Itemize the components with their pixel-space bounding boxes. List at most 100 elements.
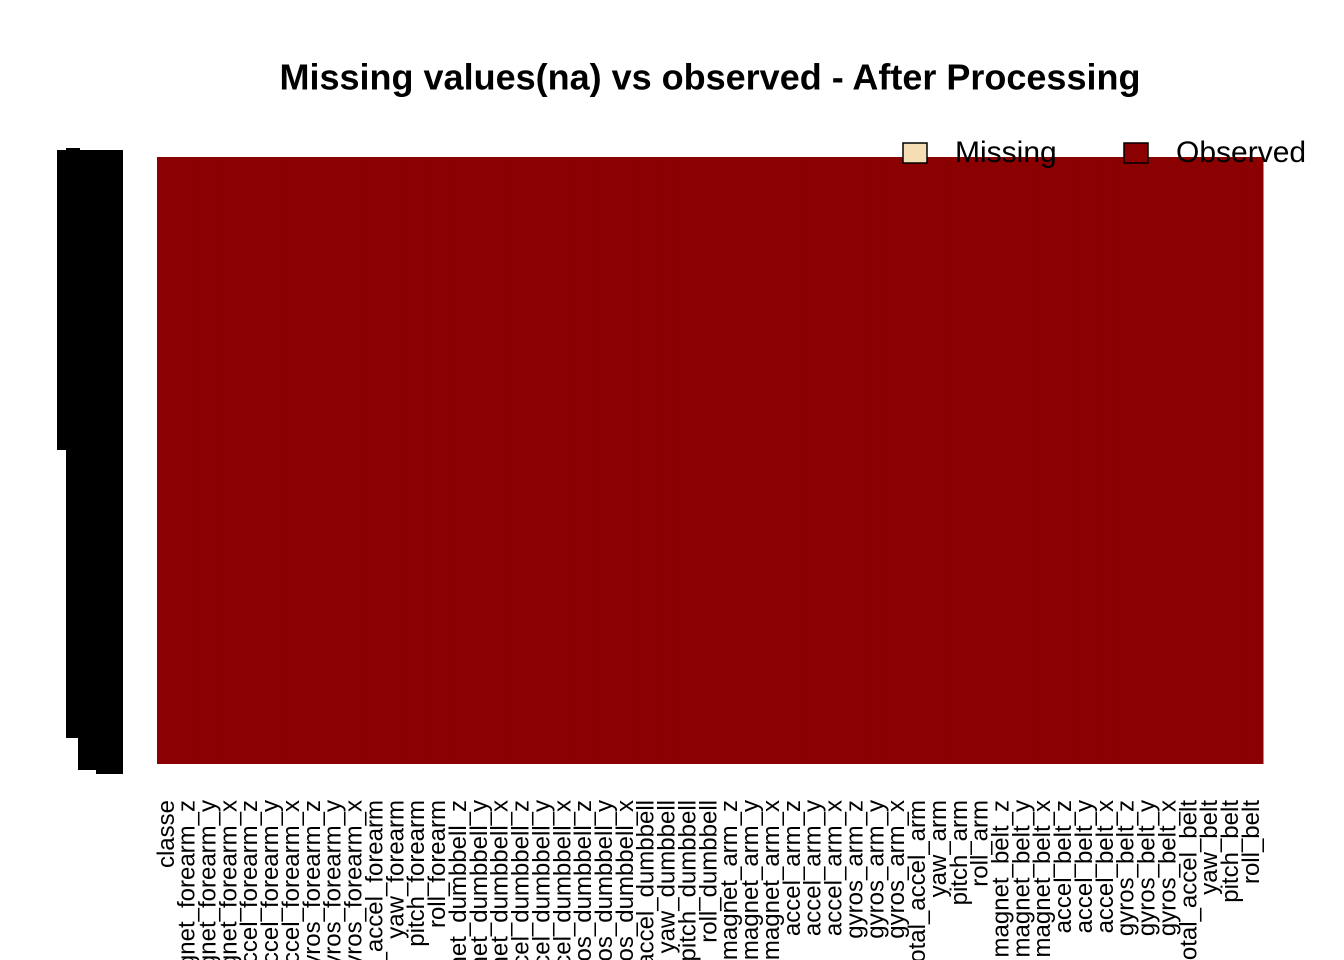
column-cell	[261, 157, 283, 764]
column-cell	[616, 157, 638, 764]
x-tick-label: roll_belt	[1238, 800, 1265, 884]
x-tick-label: gyros_forearm_z	[299, 800, 326, 960]
column-cell	[908, 157, 930, 764]
column-cell	[991, 157, 1014, 764]
x-tick-label: gyros_forearm_x	[341, 800, 368, 960]
x-tick-label: yaw_forearm	[382, 800, 409, 939]
x-tick-label: yaw_arm	[925, 800, 952, 897]
x-tick-label: roll_forearm	[424, 800, 451, 928]
x-tick-label: total_accel_arm	[904, 800, 931, 960]
column-cell	[470, 157, 492, 764]
column-cell	[929, 157, 951, 764]
column-cell	[219, 157, 241, 764]
x-tick-label: magnet_forearm_y	[195, 800, 222, 960]
column-cell	[783, 157, 805, 764]
column-cell	[303, 157, 325, 764]
x-tick-label: magnet_arm_y	[737, 800, 764, 960]
column-cell	[803, 157, 826, 764]
column-cell	[1075, 157, 1097, 764]
x-tick-label: pitch_dumbbell	[674, 800, 701, 960]
x-tick-label: magnet_dumbbell_x	[487, 800, 514, 960]
column-cell	[1179, 157, 1201, 764]
x-tick-label: accel_arm_z	[779, 800, 806, 936]
x-tick-label: magnet_belt_x	[1029, 800, 1056, 957]
x-tick-label: gyros_arm_y	[862, 800, 889, 939]
x-tick-label: gyros_dumbbell_x	[612, 800, 639, 960]
column-cell	[511, 157, 534, 764]
x-tick-label: accel_arm_x	[821, 800, 848, 936]
column-cell	[386, 157, 408, 764]
x-tick-label: pitch_forearm	[403, 800, 430, 947]
x-tick-label: gyros_arm_z	[841, 800, 868, 939]
x-tick-label: roll_dumbbell	[695, 800, 722, 943]
column-cell	[762, 157, 784, 764]
x-tick-label: accel_belt_y	[1071, 800, 1098, 933]
column-cell	[741, 157, 763, 764]
column-cell	[699, 157, 721, 764]
x-tick-label: accel_dumbbell_y	[528, 800, 555, 960]
column-cell	[949, 157, 972, 764]
column-cell	[845, 157, 868, 764]
column-cell	[282, 157, 304, 764]
x-tick-label: accel_belt_z	[1050, 800, 1077, 933]
column-cell	[636, 157, 659, 764]
row-label-blob	[110, 150, 123, 774]
column-cell	[887, 157, 909, 764]
row-label-blob	[78, 150, 98, 770]
column-cell	[344, 157, 367, 764]
x-tick-label: magnet_dumbbell_z	[445, 800, 472, 960]
x-tick-label: accel_belt_x	[1092, 800, 1119, 933]
x-tick-label: magnet_dumbbell_y	[466, 800, 493, 960]
x-tick-label: magnet_belt_z	[987, 800, 1014, 957]
row-label-blob	[66, 148, 80, 738]
column-cell	[720, 157, 742, 764]
chart-title: Missing values(na) vs observed - After P…	[280, 57, 1141, 98]
x-tick-label: total_accel_dumbbell	[633, 800, 660, 960]
legend-swatch	[902, 142, 928, 164]
x-tick-label: accel_dumbbell_x	[549, 800, 576, 960]
x-tick-label: roll_arm	[967, 800, 994, 887]
x-tick-label: gyros_arm_x	[883, 800, 910, 939]
x-tick-label: gyros_forearm_y	[320, 800, 347, 960]
x-tick-label: yaw_belt	[1196, 800, 1223, 895]
row-label-blob	[57, 150, 67, 450]
column-cell	[970, 157, 993, 764]
column-cell	[1200, 157, 1222, 764]
column-cell	[1012, 157, 1034, 764]
column-cell	[1033, 157, 1055, 764]
column-cell	[323, 157, 346, 764]
legend-label: Observed	[1176, 136, 1306, 169]
column-cell	[407, 157, 429, 764]
column-cell	[177, 157, 200, 764]
x-tick-label: magnet_arm_x	[758, 800, 785, 960]
column-cell	[365, 157, 388, 764]
x-tick-label: accel_forearm_x	[278, 800, 305, 960]
column-cell	[1096, 157, 1118, 764]
legend-swatch	[1123, 142, 1149, 164]
x-tick-label: accel_forearm_z	[236, 800, 263, 960]
x-tick-label: gyros_belt_z	[1113, 800, 1140, 936]
x-tick-label: gyros_dumbbell_y	[591, 800, 618, 960]
legend-label: Missing	[955, 136, 1057, 169]
column-cell	[657, 157, 680, 764]
x-tick-label: total_accel_belt	[1175, 800, 1202, 960]
column-cell	[1116, 157, 1139, 764]
x-tick-label: accel_forearm_y	[257, 800, 284, 960]
x-tick-label: magnet_forearm_z	[174, 800, 201, 960]
row-labels	[57, 148, 123, 774]
column-cell	[157, 157, 179, 764]
column-cell	[866, 157, 888, 764]
x-tick-label: gyros_belt_y	[1134, 800, 1161, 936]
row-label-blob	[96, 150, 112, 774]
column-cell	[240, 157, 262, 764]
x-tick-label: gyros_dumbbell_z	[570, 800, 597, 960]
column-cell	[595, 157, 617, 764]
column-cell	[553, 157, 575, 764]
column-cell	[532, 157, 554, 764]
column-cell	[1221, 157, 1243, 764]
x-tick-label: pitch_belt	[1217, 800, 1244, 903]
x-tick-label: accel_dumbbell_z	[508, 800, 535, 960]
x-tick-label: yaw_dumbbell	[654, 800, 681, 953]
x-tick-label: gyros_belt_x	[1154, 800, 1181, 936]
